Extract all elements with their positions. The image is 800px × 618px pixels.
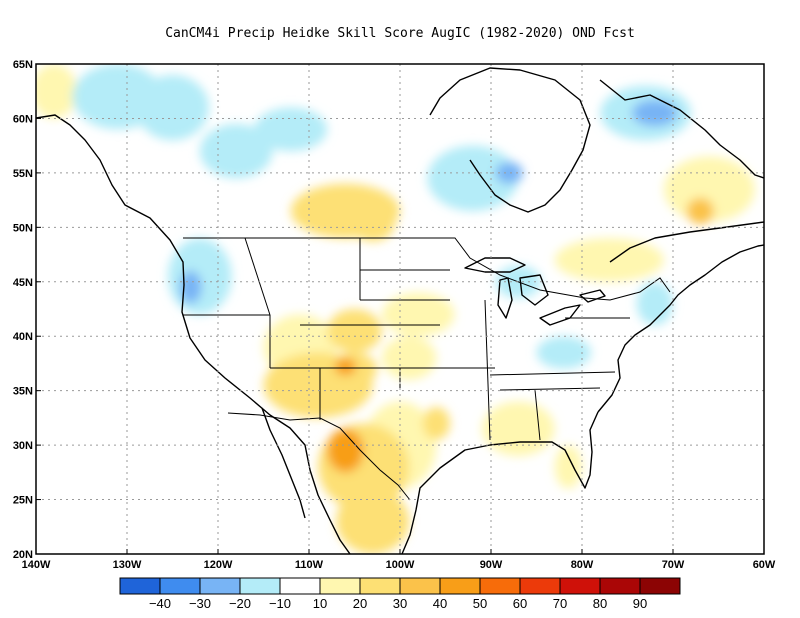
lake-erie bbox=[539, 304, 581, 326]
baja-coastline bbox=[261, 407, 306, 519]
state-line-al-ga bbox=[534, 389, 541, 441]
lon-tick-label: 70W bbox=[662, 559, 685, 571]
colorbar-label: −10 bbox=[269, 596, 291, 611]
state-line-id-mt bbox=[244, 237, 271, 316]
colorbar-label: 90 bbox=[633, 596, 647, 611]
colorbar: −40 −30 −20 −10 10 20 30 40 50 60 70 80 90 bbox=[119, 577, 681, 611]
hudson-bay-coastline bbox=[429, 67, 591, 213]
skill-region-quebec-south bbox=[554, 238, 664, 282]
skill-region-chihuahua bbox=[327, 428, 364, 473]
lat-tick-label: 55N bbox=[13, 168, 33, 180]
state-line-ohio-river bbox=[489, 371, 616, 376]
pacific-coastline bbox=[36, 114, 351, 554]
colorbar-swatch bbox=[439, 577, 481, 595]
lat-tick-label: 35N bbox=[13, 386, 33, 398]
colorbar-swatch bbox=[639, 577, 681, 595]
lat-tick-label: 40N bbox=[13, 331, 33, 343]
skill-region-pacific-nw bbox=[167, 238, 232, 315]
colorbar-swatch bbox=[479, 577, 521, 595]
lon-tick-label: 120W bbox=[204, 559, 233, 571]
lon-tick-label: 90W bbox=[480, 559, 503, 571]
lake-michigan bbox=[497, 277, 513, 319]
lon-tick-label: 110W bbox=[295, 559, 324, 571]
colorbar-swatch bbox=[519, 577, 561, 595]
lon-tick-label: 130W bbox=[113, 559, 142, 571]
colorbar-label: 70 bbox=[553, 596, 567, 611]
colorbar-swatch bbox=[399, 577, 441, 595]
skill-region-nebraska bbox=[381, 292, 455, 337]
colorbar-label: 30 bbox=[393, 596, 407, 611]
skill-region-new-mexico-core bbox=[334, 358, 357, 376]
lon-tick-label: 140W bbox=[22, 559, 51, 571]
gulf-coastline bbox=[401, 411, 599, 554]
skill-region-bc-north bbox=[199, 123, 273, 179]
lat-tick-label: 65N bbox=[13, 59, 33, 71]
colorbar-label: −30 bbox=[189, 596, 211, 611]
skill-region-saskatchewan bbox=[349, 202, 396, 242]
colorbar-swatch bbox=[599, 577, 641, 595]
lat-tick-label: 60N bbox=[13, 113, 33, 125]
skill-region-labrador-core bbox=[686, 197, 714, 225]
labrador-coastline bbox=[599, 79, 764, 179]
colorbar-swatch bbox=[239, 577, 281, 595]
skill-region-texas-east bbox=[422, 407, 451, 440]
colorbar-label: 60 bbox=[513, 596, 527, 611]
lon-tick-label: 60W bbox=[753, 559, 776, 571]
skill-region-mexico-south bbox=[336, 488, 410, 554]
colorbar-swatch bbox=[199, 577, 241, 595]
skill-region-northeast bbox=[636, 281, 673, 326]
state-line-tn-al bbox=[499, 387, 601, 391]
lat-tick-label: 50N bbox=[13, 222, 33, 234]
colorbar-swatch bbox=[359, 577, 401, 595]
skill-region-pacific-nw-core bbox=[179, 270, 202, 304]
colorbar-label: 10 bbox=[313, 596, 327, 611]
colorbar-swatch bbox=[159, 577, 201, 595]
us-canada-border bbox=[183, 237, 671, 301]
lat-tick-label: 20N bbox=[13, 549, 33, 561]
colorbar-swatch bbox=[559, 577, 601, 595]
latitude-ticks: 65N 60N 55N 50N 45N 40N 35N 30N 25N 20N bbox=[13, 59, 41, 561]
skill-region-yukon-center bbox=[136, 74, 209, 141]
lake-superior bbox=[464, 257, 526, 273]
us-mexico-border bbox=[227, 412, 411, 501]
colorbar-label: 40 bbox=[433, 596, 447, 611]
lat-tick-label: 45N bbox=[13, 277, 33, 289]
colorbar-swatch bbox=[319, 577, 361, 595]
state-borders bbox=[183, 237, 671, 501]
lat-tick-label: 25N bbox=[13, 495, 33, 507]
colorbar-label: 50 bbox=[473, 596, 487, 611]
skill-region-florida bbox=[554, 445, 582, 489]
colorbar-label: 20 bbox=[353, 596, 367, 611]
coastlines-and-borders bbox=[36, 67, 764, 554]
skill-region-ungava bbox=[632, 99, 678, 127]
skill-region-colorado bbox=[327, 309, 382, 353]
skill-region-alaska-coast bbox=[36, 64, 77, 119]
skill-region-kansas bbox=[381, 336, 437, 380]
skill-region-gulf-coast bbox=[481, 401, 555, 456]
atlantic-coastline bbox=[597, 244, 764, 413]
skill-region-ohio-valley bbox=[536, 336, 592, 369]
colorbar-swatch bbox=[119, 577, 161, 595]
colorbar-label: −20 bbox=[229, 596, 251, 611]
state-line-mississippi bbox=[484, 299, 491, 441]
colorbar-swatch bbox=[279, 577, 321, 595]
map-title: CanCM4i Precip Heidke Skill Score AugIC … bbox=[165, 26, 635, 41]
lat-tick-label: 30N bbox=[13, 440, 33, 452]
colorbar-label: 80 bbox=[593, 596, 607, 611]
lake-huron bbox=[519, 274, 549, 306]
longitude-ticks: 140W 130W 120W 110W 100W 90W 80W 70W 60W bbox=[22, 549, 776, 571]
lon-tick-label: 100W bbox=[386, 559, 415, 571]
skill-region-hudson-south bbox=[495, 162, 523, 184]
colorbar-label: −40 bbox=[149, 596, 171, 611]
lon-tick-label: 80W bbox=[571, 559, 594, 571]
gridlines bbox=[36, 64, 764, 554]
lake-ontario bbox=[579, 289, 606, 303]
